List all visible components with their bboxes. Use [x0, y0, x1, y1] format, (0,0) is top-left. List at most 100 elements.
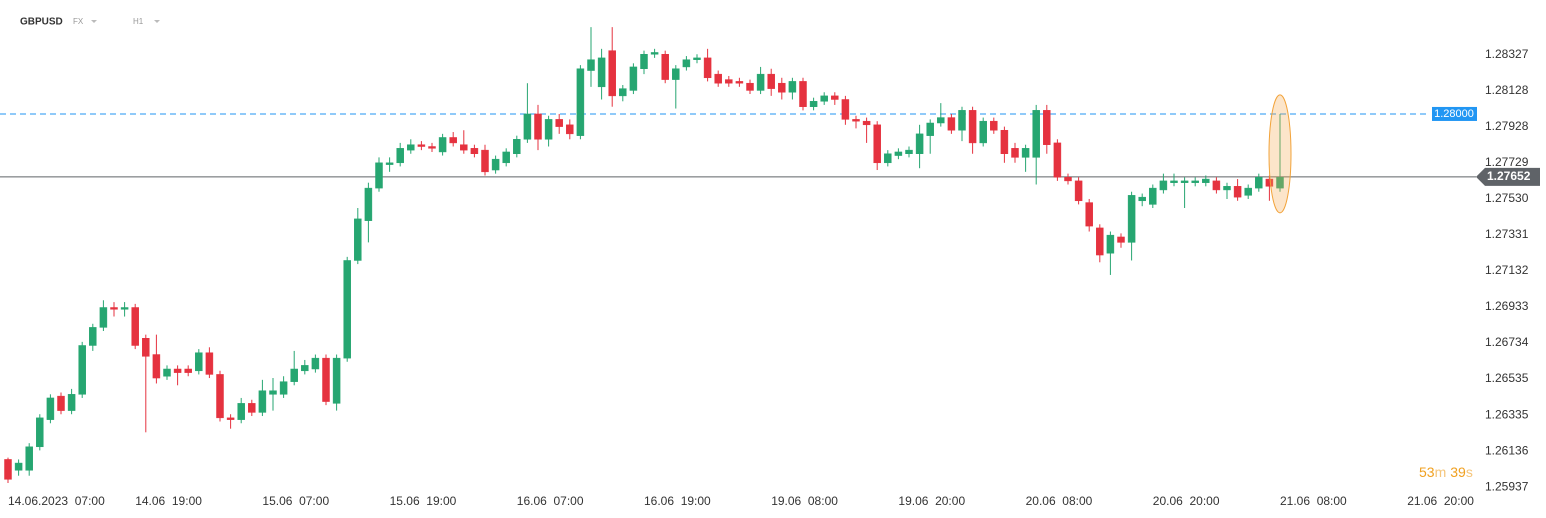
candle-body [672, 68, 680, 80]
candle-body [248, 403, 256, 413]
candle-body [1085, 202, 1093, 227]
candle-body [767, 73, 775, 89]
candle-body [1244, 187, 1252, 196]
candle-body [1180, 180, 1189, 183]
candle-body [1265, 178, 1274, 187]
candle-body [990, 120, 998, 131]
candle-body [67, 394, 76, 411]
x-tick-label: 20.06 20:00 [1153, 494, 1220, 508]
candle-body [163, 368, 171, 377]
candle-body [799, 81, 807, 107]
interval[interactable]: H1 [133, 17, 144, 26]
candle-body [1159, 180, 1168, 191]
candle-body [1053, 142, 1062, 178]
level-tag [1432, 106, 1477, 121]
dropdown-arrow[interactable] [154, 20, 160, 23]
candle-body [226, 417, 235, 420]
symbol: GBPUSD [20, 17, 63, 28]
candle-body [862, 120, 871, 126]
candle-body [619, 88, 627, 97]
candle-body [555, 119, 563, 127]
candle-body [332, 357, 341, 404]
candle-body [173, 368, 182, 373]
candle-body [258, 390, 267, 413]
y-tick-label: 1.27331 [1485, 227, 1529, 241]
candle-body [57, 395, 65, 411]
candle-body [937, 117, 945, 124]
candle-body [1021, 148, 1030, 158]
market[interactable]: FX [73, 17, 84, 26]
y-tick-label: 1.26933 [1485, 299, 1529, 313]
countdown-unit: m [1435, 464, 1447, 480]
candle-body [142, 338, 150, 357]
y-tick-label: 1.27530 [1485, 191, 1529, 205]
candle-body [1011, 148, 1019, 158]
candle-body [947, 117, 956, 131]
candle-body [438, 137, 447, 153]
candle-body [46, 397, 55, 420]
candle-body [905, 149, 913, 155]
candle-body [1233, 186, 1242, 198]
last-price-tag [1476, 167, 1540, 186]
countdown-minutes: 53 [1419, 464, 1435, 480]
candle-body [788, 81, 797, 93]
candle-body [481, 149, 489, 173]
candle-body [491, 158, 500, 171]
candle-body [152, 354, 161, 379]
candle-body [1032, 110, 1040, 158]
candle-body [99, 307, 108, 328]
candle-body [884, 153, 892, 164]
plot-area: 1.28327 1.28128 1.27928 1.27729 1.27530 1.273… [0, 27, 1540, 508]
candle-body [1170, 180, 1178, 183]
y-tick-label: 1.28327 [1485, 47, 1529, 61]
candle-body [1074, 180, 1083, 202]
x-tick-label: 14.06.2023 07:00 [8, 494, 105, 508]
candle-body [1255, 177, 1263, 189]
candle-body [629, 66, 638, 91]
candle-body [36, 417, 44, 448]
candle-body [216, 374, 224, 419]
last-price-label: 1.27652 [1487, 169, 1531, 183]
candle-body [778, 82, 786, 93]
candle-body [693, 57, 701, 60]
dropdown-arrow[interactable] [91, 20, 97, 23]
candle-body [576, 68, 585, 136]
y-tick-label: 1.27928 [1485, 119, 1529, 133]
highlight [1268, 94, 1292, 214]
candle-body [894, 151, 903, 156]
candle-body [322, 357, 330, 402]
candle-body [1000, 129, 1009, 154]
candle-body [661, 54, 669, 80]
level-label: 1.28000 [1434, 108, 1474, 120]
candle-body [746, 82, 754, 91]
candle-body [14, 462, 23, 471]
candle-body [873, 124, 881, 164]
candle-body [449, 137, 457, 144]
candle-body [831, 95, 839, 100]
y-tick-label: 1.26734 [1485, 335, 1529, 349]
candle-body [120, 307, 129, 310]
candle-body [958, 110, 966, 131]
candle-body [385, 162, 394, 165]
candle-body [343, 260, 351, 359]
candle-body [968, 110, 977, 144]
candle-body [682, 59, 691, 68]
y-tick-label: 1.26535 [1485, 371, 1529, 385]
candle-body [279, 381, 288, 395]
candle-body [1276, 177, 1284, 189]
candle-body [184, 368, 192, 373]
candle-body [534, 113, 542, 140]
candle-body [841, 99, 850, 120]
candle-body [523, 113, 532, 140]
candle-body [915, 133, 924, 154]
candle-body [301, 365, 309, 372]
candle-body [237, 403, 245, 420]
candle-body [587, 59, 595, 71]
candle-body [597, 57, 606, 88]
y-tick-label: 1.27729 [1485, 155, 1529, 169]
countdown-seconds: 39 [1450, 464, 1466, 480]
candle-body [513, 139, 521, 155]
candle-body [1212, 180, 1221, 191]
candle-body [131, 307, 139, 346]
candle-body [311, 357, 320, 370]
